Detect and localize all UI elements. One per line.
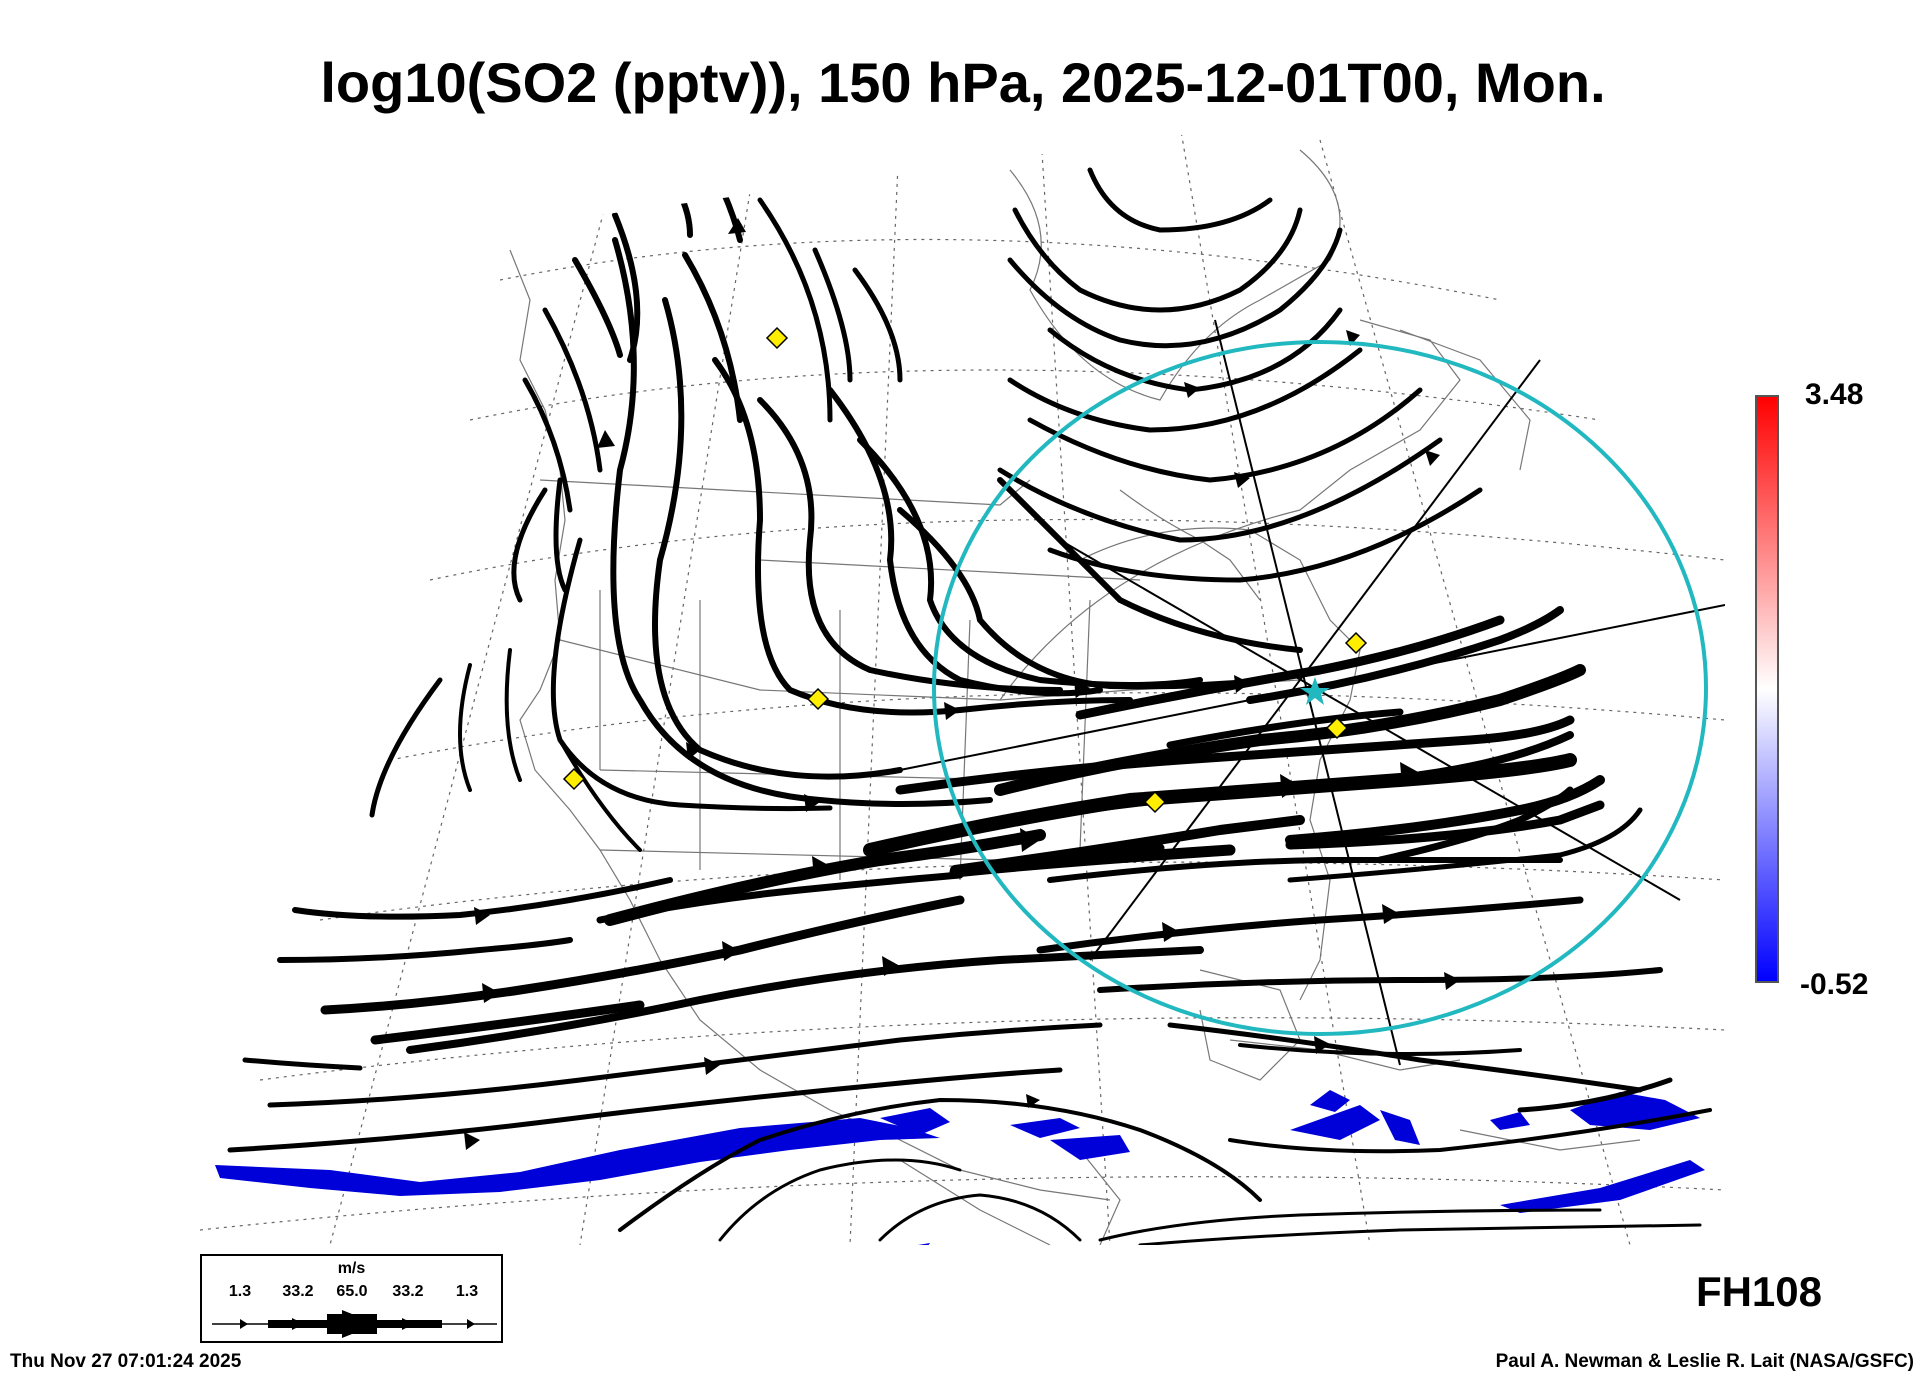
legend-arrows: [212, 1310, 497, 1338]
station-marker: [562, 767, 586, 791]
legend-speed: 1.3: [455, 1283, 479, 1300]
coastlines: [509, 149, 1641, 1245]
range-ellipse: [932, 340, 1708, 1036]
station-marker: [1344, 631, 1368, 655]
center-star-icon: [1300, 677, 1330, 705]
legend-speed: 1.3: [228, 1283, 252, 1300]
station-marker: [765, 326, 789, 350]
colorbar-min-label: -0.52: [1800, 968, 1869, 1001]
colorbar: [1755, 395, 1779, 983]
wind-speed-legend: m/s 1.3 33.2 65.0 33.2 1.3: [200, 1254, 503, 1343]
legend-unit: m/s: [337, 1260, 366, 1277]
legend-speed: 33.2: [282, 1283, 314, 1300]
streamline-arrowheads: [464, 180, 1460, 1150]
footer-timestamp: Thu Nov 27 07:01:24 2025: [10, 1351, 242, 1372]
station-marker: [1143, 790, 1167, 814]
station-marker: [806, 687, 830, 711]
streamlines: [227, 139, 1712, 1245]
legend-speed: 33.2: [392, 1283, 424, 1300]
legend-speed: 65.0: [336, 1283, 368, 1300]
footer-credit: Paul A. Newman & Leslie R. Lait (NASA/GS…: [1495, 1351, 1914, 1372]
map-title: log10(SO2 (pptv)), 150 hPa, 2025-12-01T0…: [320, 51, 1606, 114]
station-marker: [1325, 716, 1349, 740]
colorbar-max-label: 3.48: [1805, 378, 1864, 411]
station-markers: [562, 326, 1368, 814]
forecast-hour: FH108: [1695, 1268, 1822, 1315]
